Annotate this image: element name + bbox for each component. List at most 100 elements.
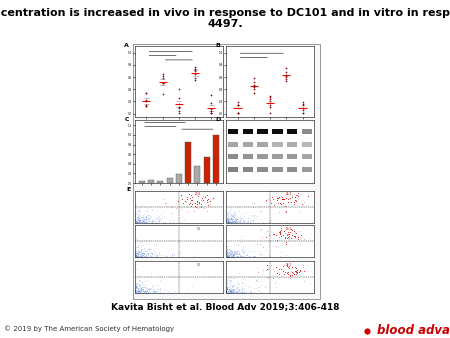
Point bbox=[142, 241, 149, 247]
Point bbox=[223, 289, 230, 294]
Point bbox=[225, 287, 232, 292]
Point bbox=[160, 252, 167, 257]
Point bbox=[230, 284, 237, 289]
Point bbox=[227, 251, 234, 257]
Point bbox=[255, 251, 262, 257]
Point bbox=[223, 253, 230, 258]
Point bbox=[168, 251, 176, 256]
Point bbox=[223, 284, 230, 289]
Point bbox=[137, 254, 144, 260]
Point bbox=[144, 289, 151, 295]
Point bbox=[146, 213, 153, 219]
Point bbox=[233, 251, 240, 257]
Bar bbox=[302, 167, 312, 172]
Bar bbox=[176, 174, 182, 183]
Point bbox=[143, 216, 150, 221]
Point bbox=[284, 263, 291, 269]
Point bbox=[132, 251, 139, 257]
Point bbox=[152, 289, 159, 294]
Point bbox=[143, 285, 150, 291]
Point bbox=[227, 250, 234, 255]
Point bbox=[294, 193, 302, 199]
Point bbox=[159, 209, 166, 214]
Point bbox=[225, 219, 233, 224]
Point bbox=[153, 212, 161, 217]
Point bbox=[229, 254, 236, 259]
Point bbox=[230, 219, 237, 225]
Point bbox=[284, 220, 291, 225]
Point bbox=[159, 81, 166, 86]
Point bbox=[224, 254, 231, 259]
Point bbox=[258, 271, 265, 276]
Point bbox=[144, 247, 152, 252]
Point bbox=[284, 231, 291, 236]
Point bbox=[137, 217, 144, 222]
Point bbox=[259, 220, 266, 225]
Point bbox=[204, 196, 211, 201]
Point bbox=[230, 253, 238, 259]
Point bbox=[159, 81, 166, 86]
Point bbox=[138, 289, 145, 295]
Point bbox=[140, 218, 147, 224]
Point bbox=[134, 250, 141, 255]
Point bbox=[242, 252, 249, 258]
Point bbox=[223, 249, 230, 255]
Point bbox=[228, 289, 235, 295]
Point bbox=[224, 218, 231, 223]
Point bbox=[238, 233, 246, 238]
Point bbox=[235, 253, 242, 259]
Point bbox=[242, 289, 249, 294]
Point bbox=[230, 284, 237, 290]
Point bbox=[134, 244, 141, 249]
Point bbox=[133, 290, 140, 295]
Point bbox=[134, 288, 141, 294]
Point bbox=[230, 288, 237, 293]
Point bbox=[144, 286, 151, 291]
Point bbox=[225, 219, 232, 224]
Point bbox=[228, 219, 235, 225]
Point bbox=[272, 243, 279, 249]
Point bbox=[287, 229, 294, 235]
Point bbox=[197, 203, 204, 209]
Point bbox=[135, 288, 143, 294]
Point bbox=[140, 285, 148, 290]
Point bbox=[188, 194, 195, 200]
Point bbox=[135, 289, 142, 295]
Point bbox=[138, 279, 145, 285]
Point bbox=[160, 197, 167, 202]
Point bbox=[223, 218, 230, 223]
Point bbox=[295, 190, 302, 195]
Point bbox=[277, 227, 284, 233]
Point bbox=[132, 287, 139, 292]
Point bbox=[300, 269, 307, 274]
Point bbox=[231, 218, 239, 224]
Point bbox=[227, 247, 234, 252]
Point bbox=[229, 289, 236, 295]
Point bbox=[225, 250, 232, 256]
Point bbox=[133, 219, 140, 225]
Point bbox=[170, 218, 177, 223]
Point bbox=[134, 216, 141, 221]
Point bbox=[228, 290, 235, 295]
Point bbox=[141, 288, 148, 293]
Point bbox=[194, 199, 201, 204]
Point bbox=[146, 289, 153, 295]
Point bbox=[258, 209, 265, 214]
Point bbox=[224, 276, 231, 282]
Point bbox=[249, 217, 256, 223]
Point bbox=[224, 247, 231, 253]
Point bbox=[229, 252, 236, 258]
Text: 24.4: 24.4 bbox=[286, 192, 292, 196]
Point bbox=[224, 286, 231, 292]
Point bbox=[224, 288, 231, 293]
Point bbox=[157, 289, 164, 295]
Point bbox=[132, 285, 140, 290]
Point bbox=[284, 200, 292, 205]
Point bbox=[134, 286, 141, 291]
Point bbox=[283, 195, 290, 201]
Point bbox=[235, 251, 242, 256]
Point bbox=[132, 211, 140, 216]
Point bbox=[263, 290, 270, 295]
Point bbox=[137, 240, 144, 245]
Point bbox=[132, 218, 139, 223]
